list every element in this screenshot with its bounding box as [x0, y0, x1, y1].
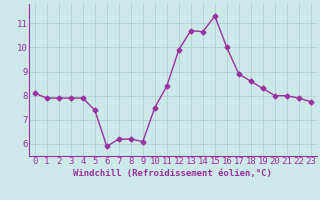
X-axis label: Windchill (Refroidissement éolien,°C): Windchill (Refroidissement éolien,°C): [73, 169, 272, 178]
